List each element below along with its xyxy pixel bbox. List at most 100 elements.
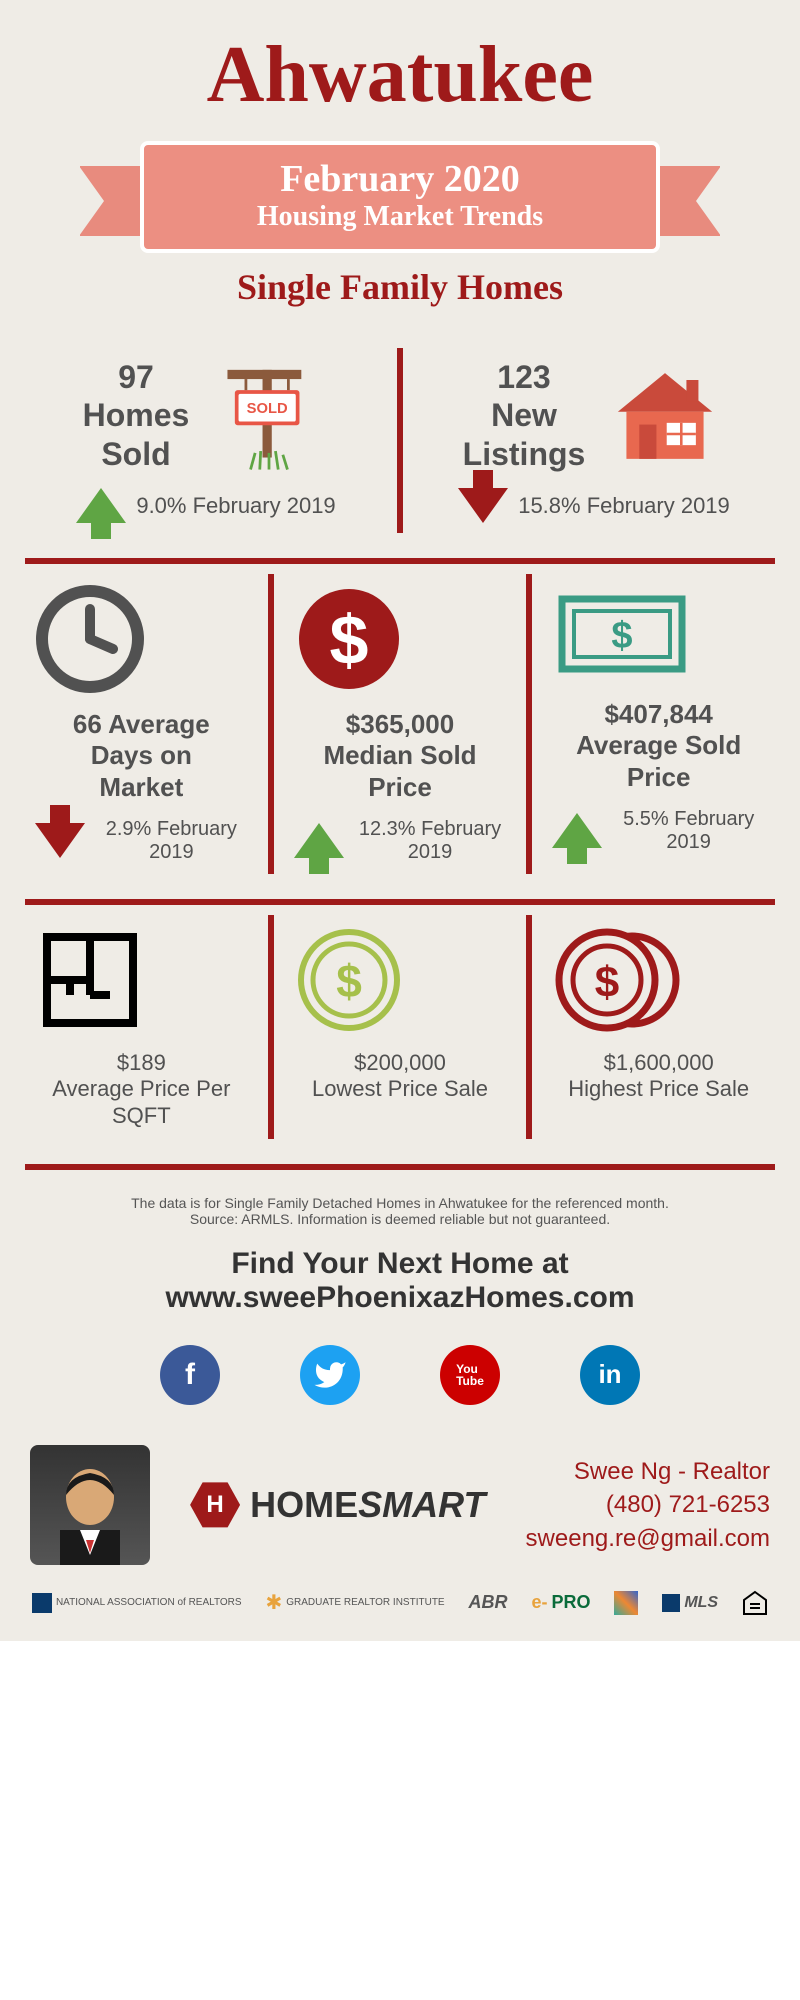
twitter-icon[interactable] bbox=[300, 1345, 360, 1405]
dollar-bill-icon: $ bbox=[552, 584, 765, 684]
svg-text:$: $ bbox=[612, 615, 633, 657]
new-listings-cell: 123 New Listings bbox=[418, 348, 770, 533]
lowest-value: $200,000 bbox=[354, 1050, 446, 1075]
social-icons-row: f YouTube in bbox=[0, 1335, 800, 1435]
vertical-divider bbox=[526, 915, 532, 1139]
average-line2: Average Sold bbox=[576, 730, 741, 760]
ribbon-line1: February 2020 bbox=[144, 157, 656, 201]
days-line3: Market bbox=[99, 772, 183, 802]
vertical-divider bbox=[526, 574, 532, 874]
homes-sold-change: 9.0% February 2019 bbox=[76, 488, 335, 523]
stats-row-1: 97 Homes Sold SOLD bbox=[0, 338, 800, 558]
house-icon bbox=[605, 366, 725, 466]
contact-email[interactable]: sweeng.re@gmail.com bbox=[526, 1522, 770, 1556]
homes-sold-stat: 97 Homes Sold bbox=[83, 358, 190, 473]
cta-line1: Find Your Next Home at bbox=[0, 1247, 800, 1281]
homes-sold-label1: Homes bbox=[83, 397, 190, 433]
arrow-up-icon bbox=[552, 813, 602, 848]
svg-text:$: $ bbox=[329, 601, 368, 679]
lowest-price-cell: $ $200,000 Lowest Price Sale bbox=[289, 915, 512, 1139]
badge-gri: ✱GRADUATE REALTOR INSTITUTE bbox=[265, 1590, 444, 1615]
ribbon-line2: Housing Market Trends bbox=[144, 201, 656, 233]
price-sqft-cell: $189 Average Price Per SQFT bbox=[30, 915, 253, 1139]
days-line2: Days on bbox=[91, 740, 192, 770]
new-listings-stat: 123 New Listings bbox=[463, 358, 586, 473]
vertical-divider bbox=[268, 915, 274, 1139]
median-change-text: 12.3% February 2019 bbox=[354, 818, 507, 864]
arrow-down-icon bbox=[35, 823, 85, 858]
average-stat: $407,844 Average Sold Price bbox=[552, 699, 765, 793]
highest-stat: $1,600,000 Highest Price Sale bbox=[552, 1050, 765, 1103]
cta-url[interactable]: www.sweePhoenixazHomes.com bbox=[0, 1281, 800, 1315]
ribbon-banner: February 2020 Housing Market Trends bbox=[120, 131, 680, 261]
stats-row-3: $189 Average Price Per SQFT $ $200,000 L… bbox=[0, 905, 800, 1164]
disclaimer: The data is for Single Family Detached H… bbox=[0, 1170, 800, 1237]
arrow-down-icon bbox=[458, 488, 508, 523]
vertical-divider bbox=[268, 574, 274, 874]
stats-row-2: 66 Average Days on Market 2.9% February … bbox=[0, 564, 800, 899]
lowest-label: Lowest Price Sale bbox=[312, 1076, 488, 1101]
median-value: $365,000 bbox=[346, 709, 454, 739]
badge-mls: MLS bbox=[662, 1594, 718, 1612]
header: Ahwatukee February 2020 Housing Market T… bbox=[0, 0, 800, 338]
facebook-icon[interactable]: f bbox=[160, 1345, 220, 1405]
realtor-avatar bbox=[30, 1445, 150, 1565]
svg-text:$: $ bbox=[595, 958, 619, 1007]
sqft-value: $189 bbox=[117, 1050, 166, 1075]
sold-sign-icon: SOLD bbox=[209, 366, 329, 466]
infographic-page: Ahwatukee February 2020 Housing Market T… bbox=[0, 0, 800, 1641]
highest-price-cell: $ $1,600,000 Highest Price Sale bbox=[547, 915, 770, 1139]
homes-sold-cell: 97 Homes Sold SOLD bbox=[30, 348, 382, 533]
contact-name: Swee Ng - Realtor bbox=[526, 1455, 770, 1489]
median-line3: Price bbox=[368, 772, 432, 802]
average-value: $407,844 bbox=[604, 699, 712, 729]
dollar-circle-icon: $ bbox=[294, 584, 507, 694]
svg-text:$: $ bbox=[336, 955, 362, 1007]
days-change-text: 2.9% February 2019 bbox=[95, 818, 248, 864]
lowest-stat: $200,000 Lowest Price Sale bbox=[294, 1050, 507, 1103]
days-value: 66 Average bbox=[73, 709, 210, 739]
svg-text:SOLD: SOLD bbox=[247, 401, 288, 417]
floorplan-icon bbox=[35, 925, 248, 1035]
brand-part2: SMART bbox=[358, 1484, 485, 1525]
days-stat: 66 Average Days on Market bbox=[35, 709, 248, 803]
linkedin-icon[interactable]: in bbox=[580, 1345, 640, 1405]
median-stat: $365,000 Median Sold Price bbox=[294, 709, 507, 803]
badge-abr-label: ABR bbox=[469, 1592, 508, 1613]
disclaimer-line2: Source: ARMLS. Information is deemed rel… bbox=[40, 1211, 760, 1227]
average-change: 5.5% February 2019 bbox=[552, 808, 765, 854]
call-to-action: Find Your Next Home at www.sweePhoenixaz… bbox=[0, 1237, 800, 1335]
certification-badges: NATIONAL ASSOCIATION of REALTORS ✱GRADUA… bbox=[0, 1580, 800, 1641]
days-change: 2.9% February 2019 bbox=[35, 818, 248, 864]
badge-diversity bbox=[614, 1591, 638, 1615]
badge-nar-label: NATIONAL ASSOCIATION of REALTORS bbox=[56, 1597, 242, 1608]
new-listings-label2: Listings bbox=[463, 436, 586, 472]
highest-value: $1,600,000 bbox=[604, 1050, 714, 1075]
badge-gri-label: GRADUATE REALTOR INSTITUTE bbox=[286, 1597, 444, 1608]
badge-abr: ABR bbox=[469, 1592, 508, 1613]
coins-icon: $ bbox=[552, 925, 765, 1035]
median-line2: Median Sold bbox=[323, 740, 476, 770]
days-on-market-cell: 66 Average Days on Market 2.9% February … bbox=[30, 574, 253, 874]
contact-info: Swee Ng - Realtor (480) 721-6253 sweeng.… bbox=[526, 1455, 770, 1556]
disclaimer-line1: The data is for Single Family Detached H… bbox=[40, 1195, 760, 1211]
brand-hex-icon: H bbox=[190, 1480, 240, 1530]
average-price-cell: $ $407,844 Average Sold Price 5.5% Febru… bbox=[547, 574, 770, 874]
contact-phone[interactable]: (480) 721-6253 bbox=[526, 1488, 770, 1522]
ribbon-center: February 2020 Housing Market Trends bbox=[140, 141, 660, 253]
homes-sold-change-text: 9.0% February 2019 bbox=[136, 493, 335, 519]
median-price-cell: $ $365,000 Median Sold Price 12.3% Febru… bbox=[289, 574, 512, 874]
sqft-stat: $189 Average Price Per SQFT bbox=[35, 1050, 248, 1129]
youtube-icon[interactable]: YouTube bbox=[440, 1345, 500, 1405]
coin-outline-icon: $ bbox=[294, 925, 507, 1035]
arrow-up-icon bbox=[76, 488, 126, 523]
badge-equal-housing bbox=[742, 1590, 768, 1616]
average-change-text: 5.5% February 2019 bbox=[612, 808, 765, 854]
homes-sold-value: 97 bbox=[118, 359, 154, 395]
sqft-label: Average Price Per SQFT bbox=[52, 1076, 230, 1127]
brand-logo: H HOMESMART bbox=[170, 1480, 506, 1530]
clock-icon bbox=[35, 584, 248, 694]
badge-mls-label: MLS bbox=[684, 1594, 718, 1612]
badge-nar: NATIONAL ASSOCIATION of REALTORS bbox=[32, 1593, 242, 1613]
median-change: 12.3% February 2019 bbox=[294, 818, 507, 864]
